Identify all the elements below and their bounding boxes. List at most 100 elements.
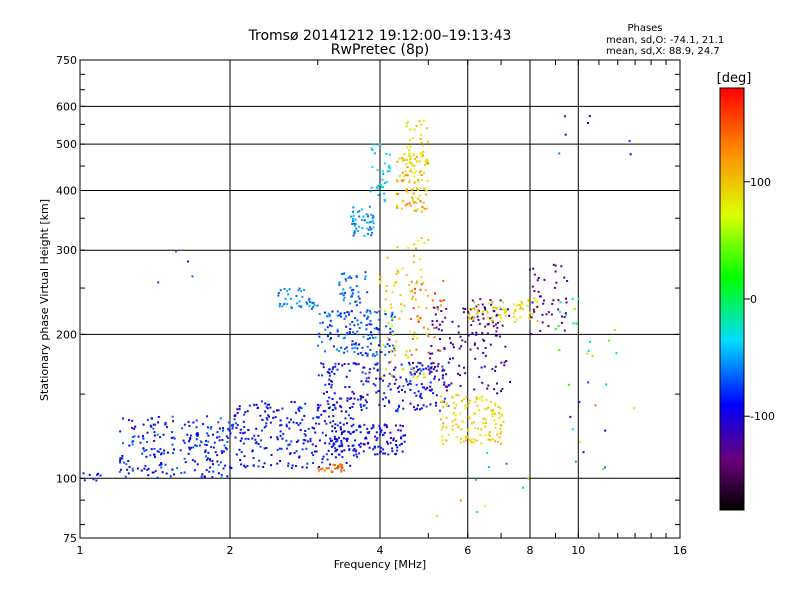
data-point: [398, 317, 401, 320]
data-point: [326, 335, 329, 338]
data-point: [494, 306, 497, 309]
data-point: [472, 421, 475, 424]
data-point: [391, 350, 394, 353]
data-point: [419, 362, 422, 365]
data-point: [398, 157, 401, 160]
data-point: [394, 366, 397, 369]
data-point: [500, 430, 503, 433]
data-point: [121, 457, 124, 460]
data-point: [346, 437, 349, 440]
data-point: [153, 455, 156, 458]
data-point: [353, 430, 355, 433]
data-point: [493, 388, 496, 391]
data-point: [415, 160, 418, 163]
data-point: [386, 336, 389, 339]
data-point: [159, 436, 162, 439]
data-point: [312, 454, 315, 457]
data-point: [499, 442, 502, 445]
data-point: [198, 444, 201, 447]
stats-line-x: mean, sd,X: 88.9, 24.7: [606, 46, 720, 57]
data-point: [374, 363, 377, 366]
data-point: [157, 281, 160, 284]
data-point: [490, 400, 492, 403]
data-point: [528, 318, 531, 321]
data-point: [372, 215, 374, 217]
data-point: [359, 403, 362, 406]
data-point: [353, 351, 356, 353]
data-point: [582, 451, 585, 454]
data-point: [326, 326, 329, 329]
data-point: [339, 426, 342, 429]
data-point: [390, 350, 393, 353]
data-point: [408, 361, 411, 364]
data-point: [400, 207, 403, 210]
data-point: [533, 310, 536, 313]
data-point: [296, 302, 298, 305]
data-point: [131, 443, 134, 446]
data-point: [326, 371, 329, 374]
data-point: [379, 143, 382, 146]
colorbar-label: [deg]: [717, 71, 752, 86]
data-point: [339, 293, 342, 295]
data-point: [255, 403, 258, 406]
data-point: [183, 457, 186, 460]
data-point: [449, 341, 452, 344]
data-point: [447, 361, 450, 364]
data-point: [489, 439, 492, 442]
data-point: [331, 310, 334, 313]
data-point: [318, 312, 321, 315]
data-point: [419, 152, 422, 155]
data-point: [404, 170, 407, 173]
data-point: [426, 161, 429, 164]
data-point: [304, 439, 307, 442]
data-point: [409, 145, 412, 148]
data-point: [422, 376, 425, 379]
data-point: [343, 363, 346, 365]
data-point: [401, 171, 404, 174]
data-point: [380, 184, 382, 187]
data-point: [487, 466, 490, 468]
data-point: [457, 426, 460, 429]
data-point: [409, 388, 412, 391]
data-point: [387, 321, 390, 324]
data-point: [500, 413, 503, 416]
data-point: [403, 440, 406, 443]
data-point: [366, 317, 369, 320]
data-point: [426, 294, 429, 297]
data-point: [404, 434, 407, 437]
data-point: [351, 390, 354, 393]
data-point: [432, 392, 435, 395]
data-point: [367, 376, 370, 379]
data-point: [420, 383, 423, 386]
data-point: [427, 365, 430, 368]
data-point: [441, 377, 444, 380]
data-point: [156, 433, 159, 436]
data-point: [200, 476, 203, 478]
data-point: [479, 434, 482, 437]
data-point: [429, 370, 432, 373]
data-point: [476, 511, 479, 513]
data-point: [459, 374, 461, 377]
data-point: [442, 400, 444, 402]
data-point: [401, 267, 404, 270]
data-point: [443, 383, 446, 386]
data-point: [358, 225, 361, 228]
data-point: [520, 303, 523, 306]
data-point: [152, 423, 155, 426]
data-point: [327, 312, 330, 315]
data-point: [424, 160, 427, 163]
data-point: [386, 343, 389, 346]
data-point: [443, 347, 446, 349]
data-point: [383, 162, 386, 165]
data-point: [409, 380, 412, 383]
data-point: [365, 213, 368, 216]
data-point: [322, 363, 325, 366]
data-point: [329, 314, 331, 317]
data-point: [380, 351, 383, 354]
data-point: [452, 412, 455, 415]
data-point: [366, 431, 369, 434]
data-point: [427, 368, 430, 371]
data-point: [422, 282, 425, 284]
data-point: [396, 246, 399, 248]
